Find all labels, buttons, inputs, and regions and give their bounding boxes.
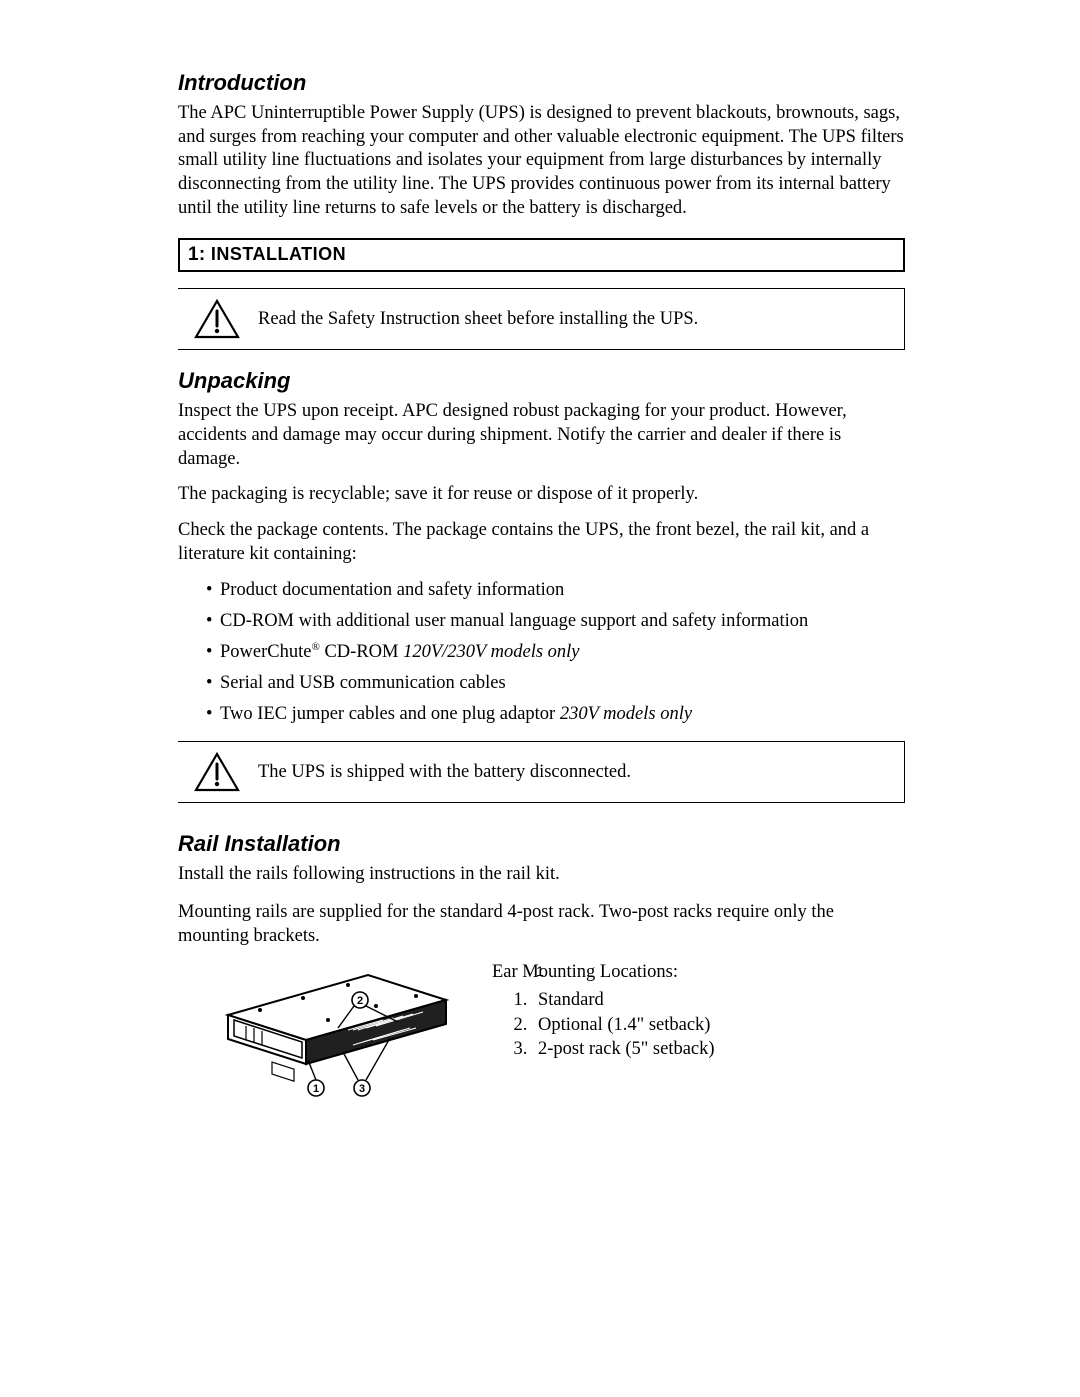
battery-warning-box: The UPS is shipped with the battery disc…	[178, 741, 905, 803]
safety-warning-box: Read the Safety Instruction sheet before…	[178, 288, 905, 350]
safety-warning-text: Read the Safety Instruction sheet before…	[256, 308, 698, 331]
ear-mounting-list: Standard Optional (1.4" setback) 2-post …	[532, 988, 715, 1060]
list-item-text: PowerChute	[220, 642, 311, 662]
svg-text:3: 3	[359, 1083, 365, 1095]
rail-p2: Mounting rails are supplied for the stan…	[178, 901, 905, 948]
warning-icon	[194, 752, 240, 792]
warning-icon	[194, 299, 240, 339]
rail-figure-row: 2 1 3 Ear Mounting Locations: Standard O…	[178, 960, 905, 1110]
list-item-note: 230V models only	[560, 704, 692, 724]
unpacking-p3: Check the package contents. The package …	[178, 519, 905, 566]
rail-p1: Install the rails following instructions…	[178, 863, 905, 887]
list-item: Standard	[532, 988, 715, 1012]
list-item-note: 120V/230V models only	[403, 642, 579, 662]
section-1-header: 1: INSTALLATION	[178, 238, 905, 272]
list-item: Serial and USB communication cables	[206, 671, 905, 696]
list-item: Two IEC jumper cables and one plug adapt…	[206, 702, 905, 727]
list-item: 2-post rack (5" setback)	[532, 1037, 715, 1061]
introduction-heading: Introduction	[178, 70, 905, 96]
battery-warning-text: The UPS is shipped with the battery disc…	[256, 761, 631, 784]
package-contents-list: Product documentation and safety informa…	[178, 578, 905, 727]
svg-text:2: 2	[357, 995, 363, 1007]
section-number: 1:	[188, 244, 206, 265]
rail-heading: Rail Installation	[178, 831, 905, 857]
list-item-text: CD-ROM	[320, 642, 403, 662]
introduction-body: The APC Uninterruptible Power Supply (UP…	[178, 102, 905, 220]
rack-device-icon: 2 1 3	[198, 960, 458, 1110]
list-item: PowerChute® CD-ROM 120V/230V models only	[206, 640, 905, 665]
unpacking-p1: Inspect the UPS upon receipt. APC design…	[178, 400, 905, 471]
registered-mark: ®	[311, 641, 319, 653]
svg-text:1: 1	[313, 1083, 319, 1095]
section-title: INSTALLATION	[211, 244, 346, 264]
unpacking-heading: Unpacking	[178, 368, 905, 394]
list-item: CD-ROM with additional user manual langu…	[206, 609, 905, 634]
list-item: Product documentation and safety informa…	[206, 578, 905, 603]
list-item-text: Two IEC jumper cables and one plug adapt…	[220, 704, 560, 724]
page-number: 1	[0, 963, 1080, 979]
unpacking-p2: The packaging is recyclable; save it for…	[178, 483, 905, 507]
list-item: Optional (1.4" setback)	[532, 1013, 715, 1037]
